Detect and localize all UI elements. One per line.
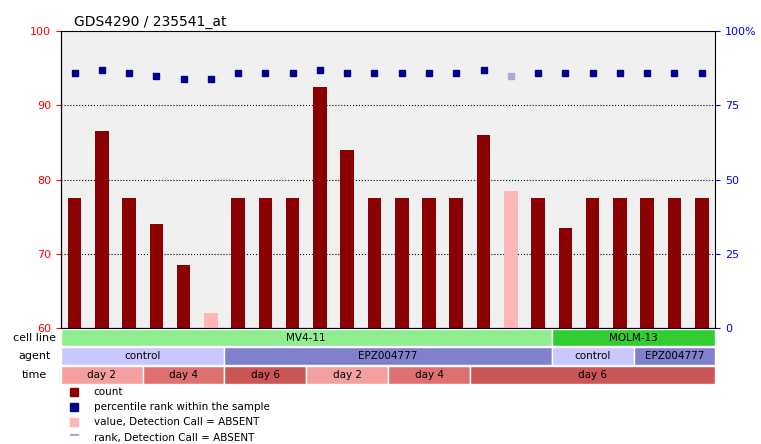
Bar xyxy=(667,198,681,328)
Bar xyxy=(313,87,326,328)
Bar xyxy=(395,198,409,328)
Bar xyxy=(306,366,388,384)
Bar xyxy=(143,366,224,384)
Bar xyxy=(470,366,715,384)
Bar xyxy=(586,198,600,328)
Bar xyxy=(224,347,552,365)
Text: value, Detection Call = ABSENT: value, Detection Call = ABSENT xyxy=(94,417,259,428)
Bar xyxy=(552,347,633,365)
Text: percentile rank within the sample: percentile rank within the sample xyxy=(94,402,269,412)
Text: GDS4290 / 235541_at: GDS4290 / 235541_at xyxy=(74,15,227,29)
Text: count: count xyxy=(94,387,123,397)
Text: rank, Detection Call = ABSENT: rank, Detection Call = ABSENT xyxy=(94,432,254,443)
Bar xyxy=(388,366,470,384)
Y-axis label: cell line: cell line xyxy=(13,333,56,342)
Bar xyxy=(340,150,354,328)
Text: EPZ004777: EPZ004777 xyxy=(645,351,704,361)
Bar xyxy=(61,366,143,384)
Y-axis label: time: time xyxy=(22,370,47,380)
Bar xyxy=(450,198,463,328)
Bar xyxy=(633,347,715,365)
Bar xyxy=(552,329,715,346)
Bar xyxy=(640,198,654,328)
Text: day 2: day 2 xyxy=(88,370,116,380)
Bar xyxy=(61,329,552,346)
Bar xyxy=(695,198,708,328)
Bar xyxy=(559,228,572,328)
Bar xyxy=(177,265,190,328)
Bar xyxy=(61,347,224,365)
Text: control: control xyxy=(575,351,611,361)
Text: day 6: day 6 xyxy=(251,370,280,380)
Bar xyxy=(613,198,627,328)
Bar xyxy=(368,198,381,328)
Text: MV4-11: MV4-11 xyxy=(286,333,326,342)
Text: MOLM-13: MOLM-13 xyxy=(609,333,658,342)
Bar xyxy=(231,198,245,328)
Bar xyxy=(204,313,218,328)
Bar xyxy=(149,224,163,328)
Text: control: control xyxy=(125,351,161,361)
Bar xyxy=(504,191,517,328)
Text: day 2: day 2 xyxy=(333,370,361,380)
Bar xyxy=(286,198,300,328)
Y-axis label: agent: agent xyxy=(18,351,51,361)
Bar xyxy=(123,198,136,328)
Bar xyxy=(476,135,490,328)
Bar xyxy=(259,198,272,328)
Bar xyxy=(224,366,306,384)
Text: day 6: day 6 xyxy=(578,370,607,380)
Bar xyxy=(531,198,545,328)
Bar xyxy=(422,198,436,328)
Bar xyxy=(95,131,109,328)
Bar xyxy=(68,198,81,328)
Text: day 4: day 4 xyxy=(169,370,198,380)
Text: EPZ004777: EPZ004777 xyxy=(358,351,418,361)
Text: day 4: day 4 xyxy=(415,370,444,380)
